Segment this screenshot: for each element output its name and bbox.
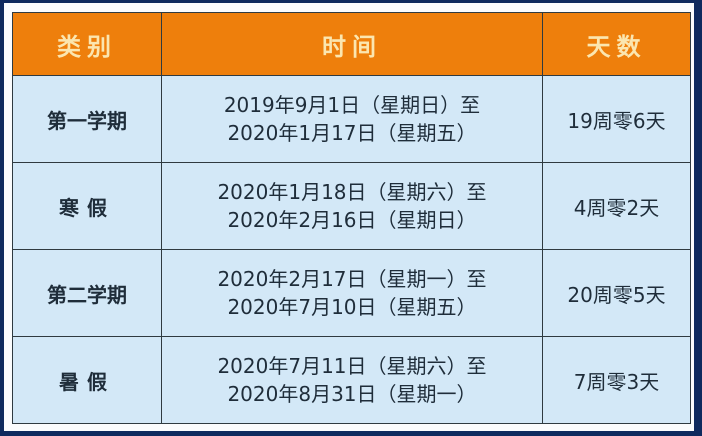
header-time: 时间 [161, 12, 543, 76]
category-cell: 暑假 [12, 336, 162, 424]
days-cell: 7周零3天 [542, 336, 691, 424]
end-date: 2020年1月17日（星期五） [227, 121, 477, 145]
category-cell: 第二学期 [12, 249, 162, 337]
time-cell: 2020年7月11日（星期六）至 2020年8月31日（星期一） [161, 336, 543, 424]
category-cell: 第一学期 [12, 75, 162, 163]
category-cell: 寒假 [12, 162, 162, 250]
table-row: 暑假 2020年7月11日（星期六）至 2020年8月31日（星期一） 7周零3天 [12, 336, 691, 424]
end-date: 2020年2月16日（星期日） [227, 208, 477, 232]
header-category: 类别 [12, 12, 162, 76]
start-date: 2020年1月18日（星期六）至 [217, 180, 487, 204]
time-cell: 2020年2月17日（星期一）至 2020年7月10日（星期五） [161, 249, 543, 337]
start-date: 2020年7月11日（星期六）至 [217, 354, 487, 378]
image-frame: 类别 时间 天数 第一学期 2019年9月1日（星期日）至 2020年1月17日（… [4, 3, 694, 431]
start-date: 2020年2月17日（星期一）至 [217, 267, 487, 291]
calendar-table: 类别 时间 天数 第一学期 2019年9月1日（星期日）至 2020年1月17日（… [12, 12, 691, 424]
time-cell: 2019年9月1日（星期日）至 2020年1月17日（星期五） [161, 75, 543, 163]
table-row: 第一学期 2019年9月1日（星期日）至 2020年1月17日（星期五） 19周零… [12, 75, 691, 163]
end-date: 2020年7月10日（星期五） [227, 295, 477, 319]
table-header: 类别 时间 天数 [12, 12, 691, 76]
days-cell: 20周零5天 [542, 249, 691, 337]
days-cell: 4周零2天 [542, 162, 691, 250]
end-date: 2020年8月31日（星期一） [227, 382, 477, 406]
header-days: 天数 [542, 12, 691, 76]
time-cell: 2020年1月18日（星期六）至 2020年2月16日（星期日） [161, 162, 543, 250]
table-row: 第二学期 2020年2月17日（星期一）至 2020年7月10日（星期五） 20周… [12, 249, 691, 337]
table-row: 寒假 2020年1月18日（星期六）至 2020年2月16日（星期日） 4周零2天 [12, 162, 691, 250]
start-date: 2019年9月1日（星期日）至 [223, 93, 481, 117]
days-cell: 19周零6天 [542, 75, 691, 163]
